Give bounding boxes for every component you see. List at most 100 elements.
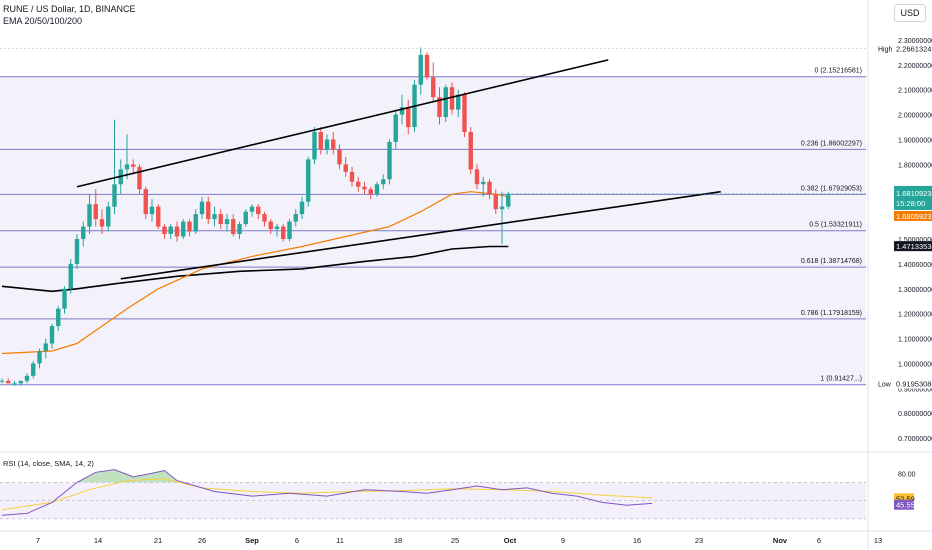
- candle-body: [93, 204, 98, 220]
- candle-body: [62, 288, 67, 309]
- ema-lines: [1, 191, 509, 355]
- candle-body: [43, 343, 48, 351]
- fib-level-label: 0.382 (1.67929053): [801, 185, 862, 192]
- candle-body: [181, 221, 186, 237]
- time-tick-label: 18: [394, 536, 402, 545]
- time-tick-label: 7: [36, 536, 40, 545]
- currency-button[interactable]: USD: [894, 4, 926, 22]
- candle-body: [437, 97, 442, 118]
- current-price: 1.68109233: [896, 189, 932, 198]
- candle-body: [468, 132, 473, 170]
- candle-body: [299, 201, 305, 215]
- ema200-value-tag: 1.47133538: [896, 242, 932, 251]
- candle-body: [281, 226, 286, 239]
- candle-body: [324, 139, 330, 150]
- candle-body: [387, 141, 392, 180]
- candle-body: [462, 94, 467, 133]
- price-tick-label: 1.90000000: [898, 137, 932, 144]
- price-tick-label: 2.00000000: [898, 113, 932, 120]
- candle-body: [293, 214, 298, 222]
- candle-body: [81, 226, 86, 239]
- candle-body: [112, 184, 117, 207]
- candle-body: [431, 77, 436, 98]
- time-tick-label: 13: [874, 536, 882, 545]
- countdown: 15:28:00: [896, 199, 925, 208]
- price-tick-label: 1.30000000: [898, 287, 932, 294]
- fib-retracement[interactable]: 0 (2.15216581) 0.236 (1.86002297) 0.382 (1…: [0, 68, 866, 386]
- rsi-sma-tag: 52.59: [896, 494, 915, 503]
- price-tick-label: 1.20000000: [898, 312, 932, 319]
- candle-body: [481, 181, 486, 185]
- high-value: 2.26613249: [896, 44, 932, 53]
- rsi-sma-line: [1, 478, 653, 511]
- fib-level-label: 0.5 (1.53321911): [809, 222, 862, 229]
- candle-body: [106, 206, 111, 227]
- rsi-line: [1, 469, 653, 516]
- candle-body: [187, 221, 192, 232]
- candle-body: [168, 226, 173, 235]
- candle-body: [193, 214, 198, 232]
- candle-body: [424, 54, 430, 78]
- fib-zone: [0, 318, 866, 385]
- candle-body: [243, 211, 248, 225]
- fib-zone: [0, 194, 866, 231]
- price-tick-label: 1.00000000: [898, 361, 932, 368]
- fib-level-label: 0.618 (1.38714768): [801, 258, 862, 265]
- time-tick-label: 21: [154, 536, 162, 545]
- price-axis[interactable]: 2.30000000 2.20000000 2.10000000 2.00000000…: [0, 38, 932, 443]
- candle-body: [449, 87, 455, 110]
- candle-body: [162, 226, 167, 235]
- fib-zone: [0, 230, 866, 268]
- candle-body: [399, 107, 405, 115]
- candle-body: [87, 204, 92, 227]
- fib-level-label: 1 (0.91427...): [820, 376, 862, 383]
- candle-body: [0, 380, 5, 382]
- candle-body: [306, 159, 311, 202]
- time-axis[interactable]: 7 14 21 26 Sep 6 11 18 25 Oct 9 16 23 Nov 6 13: [36, 536, 882, 545]
- time-tick-label: Nov: [773, 536, 788, 545]
- candle-body: [124, 164, 130, 170]
- low-label: Low: [878, 381, 892, 388]
- price-tick-label: 1.10000000: [898, 337, 932, 344]
- fib-level-label: 0 (2.15216581): [815, 68, 862, 75]
- candle-body: [318, 132, 323, 150]
- candle-body: [443, 87, 448, 118]
- candle-body: [418, 54, 423, 85]
- candle-body: [131, 164, 136, 167]
- ema-50-line: [1, 191, 509, 355]
- ema200-tag-bg: [894, 241, 932, 252]
- fib-level-label: 0.236 (1.86002297): [801, 140, 862, 147]
- rsi-legend[interactable]: RSI (14, close, SMA, 14, 2): [3, 459, 94, 468]
- time-tick-label: Sep: [245, 536, 259, 545]
- rsi-tag-bg: [894, 499, 914, 510]
- candle-body: [212, 214, 217, 220]
- candle-body: [349, 171, 355, 182]
- price-tick-label: 2.20000000: [898, 63, 932, 70]
- candle-body: [31, 363, 36, 376]
- candle-body: [337, 149, 342, 165]
- price-tick-label: 0.70000000: [898, 436, 932, 443]
- candle-body: [37, 350, 42, 364]
- trendlines[interactable]: [76, 59, 721, 280]
- time-tick-label: 16: [633, 536, 641, 545]
- fib-level-label: 0.786 (1.17918159): [801, 310, 862, 317]
- symbol-title[interactable]: RUNE / US Dollar, 1D, BINANCE: [3, 4, 136, 14]
- candle-body: [18, 380, 23, 384]
- candle-body: [487, 181, 492, 195]
- indicator-legend[interactable]: EMA 20/50/100/200: [3, 16, 83, 26]
- candle-body: [56, 308, 61, 327]
- candle-body: [262, 214, 267, 222]
- candle-body: [456, 94, 461, 110]
- candle-body: [499, 206, 505, 210]
- time-tick-label: 25: [451, 536, 459, 545]
- candle-body: [274, 226, 280, 230]
- candle-body: [381, 179, 386, 185]
- candle-body: [362, 186, 367, 190]
- candle-body: [406, 107, 411, 128]
- candle-body: [393, 114, 398, 142]
- candle-body: [74, 239, 80, 264]
- candle-body: [143, 189, 148, 215]
- candle-body: [374, 184, 380, 195]
- ema-value-tag: 1.68059233: [896, 212, 932, 221]
